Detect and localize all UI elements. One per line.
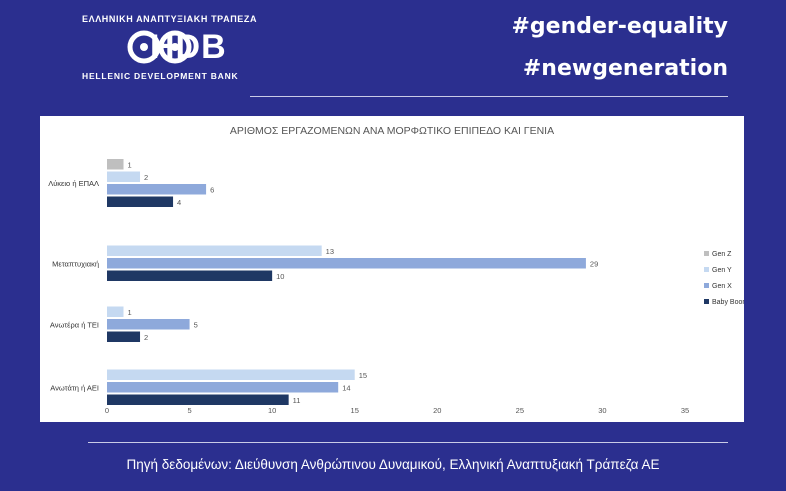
- logo-greek-name: ΕΛΛΗΝΙΚΗ ΑΝΑΠΤΥΞΙΑΚΗ ΤΡΑΠΕΖΑ: [82, 14, 258, 24]
- bar-baby-boomer-0: [107, 196, 174, 207]
- bar-value-label: 14: [342, 384, 350, 393]
- hashtag-newgeneration: #newgeneration: [522, 56, 728, 81]
- bar-chart: ΑΡΙΘΜΟΣ ΕΡΓΑΖΟΜΕΝΩΝ ΑΝΑ ΜΟΡΦΩΤΙΚΟ ΕΠΙΠΕΔ…: [48, 125, 744, 415]
- x-tick-label: 20: [433, 406, 441, 415]
- legend-swatch-gen-z: [704, 251, 709, 256]
- bar-value-label: 1: [128, 161, 132, 170]
- legend-label-baby-boomer: Baby Boomer: [712, 299, 744, 306]
- legend-swatch-gen-y: [704, 267, 709, 272]
- category-label: Μεταπτυχιακή: [52, 259, 99, 268]
- bar-gen-y-1: [107, 245, 322, 256]
- legend-label-gen-z: Gen Z: [712, 251, 732, 258]
- divider-bottom: [88, 442, 728, 443]
- legend-swatch-baby-boomer: [704, 299, 709, 304]
- bar-value-label: 11: [293, 396, 301, 405]
- category-label: Ανωτέρα ή ΤΕΙ: [50, 320, 99, 329]
- x-tick-label: 15: [351, 406, 359, 415]
- bar-baby-boomer-2: [107, 331, 141, 342]
- bar-value-label: 15: [359, 371, 367, 380]
- hashtag-gender-equality: #gender-equality: [511, 14, 728, 39]
- bar-gen-y-2: [107, 306, 124, 317]
- bar-gen-y-0: [107, 171, 141, 182]
- legend-swatch-gen-x: [704, 283, 709, 288]
- data-source-note: Πηγή δεδομένων: Διεύθυνση Ανθρώπινου Δυν…: [126, 457, 660, 472]
- x-tick-label: 10: [268, 406, 276, 415]
- bar-value-label: 10: [276, 272, 284, 281]
- bar-value-label: 13: [326, 247, 334, 256]
- bar-gen-x-1: [107, 258, 586, 269]
- bar-value-label: 6: [210, 186, 214, 195]
- category-label: Ανωτάτη ή ΑΕΙ: [50, 383, 99, 392]
- legend-label-gen-y: Gen Y: [712, 267, 732, 274]
- chart-title: ΑΡΙΘΜΟΣ ΕΡΓΑΖΟΜΕΝΩΝ ΑΝΑ ΜΟΡΦΩΤΙΚΟ ΕΠΙΠΕΔ…: [230, 125, 554, 137]
- bar-gen-x-2: [107, 319, 190, 330]
- x-tick-label: 5: [187, 406, 191, 415]
- chart-panel: ΑΡΙΘΜΟΣ ΕΡΓΑΖΟΜΕΝΩΝ ΑΝΑ ΜΟΡΦΩΤΙΚΟ ΕΠΙΠΕΔ…: [40, 116, 744, 422]
- bar-gen-x-3: [107, 382, 339, 393]
- bar-value-label: 2: [144, 173, 148, 182]
- bar-baby-boomer-3: [107, 394, 289, 405]
- bar-value-label: 29: [590, 260, 598, 269]
- bar-value-label: 1: [128, 308, 132, 317]
- x-tick-label: 25: [516, 406, 524, 415]
- category-label: Λύκειο ή ΕΠΑΛ: [48, 179, 99, 188]
- legend-label-gen-x: Gen X: [712, 283, 732, 290]
- bar-baby-boomer-1: [107, 270, 273, 281]
- bar-value-label: 2: [144, 333, 148, 342]
- bar-gen-y-3: [107, 369, 355, 380]
- bar-value-label: 5: [194, 321, 198, 330]
- logo-hdb-text: HDB: [150, 28, 227, 66]
- divider-top: [250, 96, 728, 97]
- logo-english-name: HELLENIC DEVELOPMENT BANK: [82, 71, 239, 81]
- x-tick-label: 0: [105, 406, 109, 415]
- x-tick-label: 30: [598, 406, 606, 415]
- bar-value-label: 4: [177, 198, 181, 207]
- bar-gen-x-0: [107, 184, 207, 195]
- bar-gen-z-0: [107, 159, 124, 170]
- hdb-logo-icon: [127, 30, 192, 64]
- x-tick-label: 35: [681, 406, 689, 415]
